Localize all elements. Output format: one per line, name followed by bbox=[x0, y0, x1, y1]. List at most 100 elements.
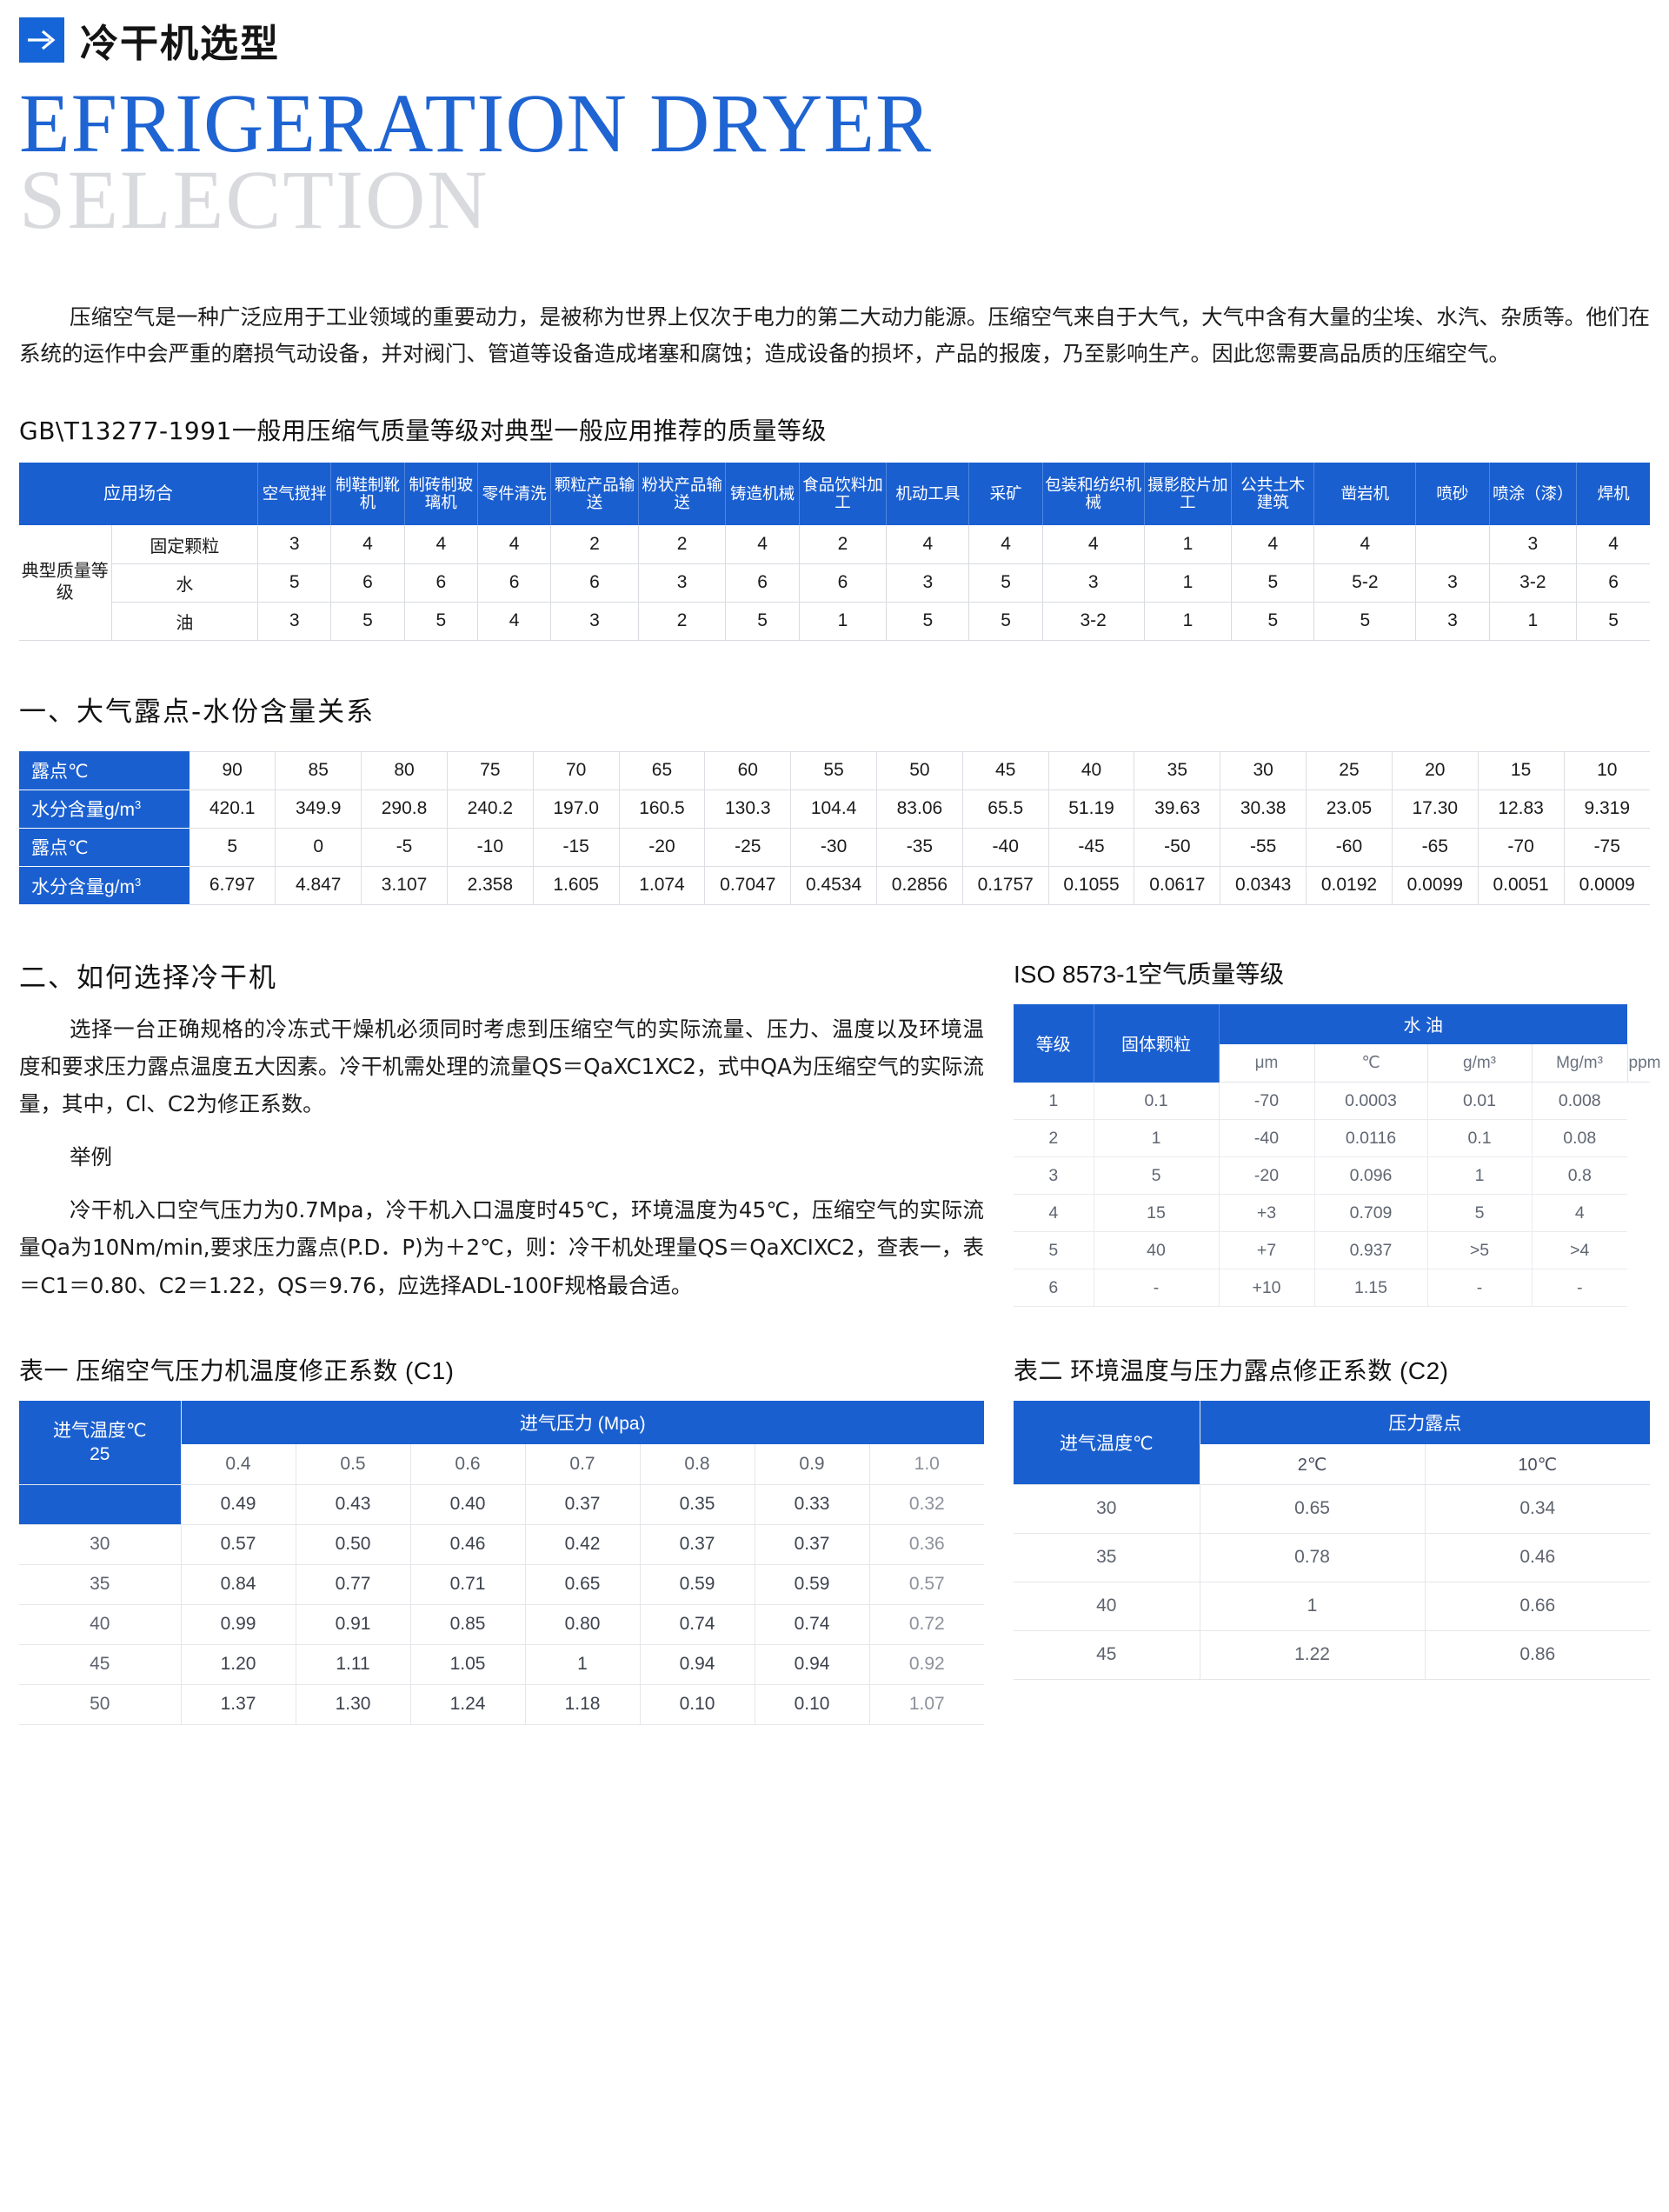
cell: 0.0099 bbox=[1392, 866, 1479, 905]
cell: 0.77 bbox=[296, 1564, 411, 1605]
col-header-solid: 固体颗粒 bbox=[1094, 1003, 1220, 1083]
c2-row-temp: 30 bbox=[1014, 1484, 1200, 1534]
c2-correction-table: 进气温度℃ 压力露点 2℃ 10℃ 30 0.65 0.34 35 0.78 bbox=[1014, 1401, 1650, 1680]
cell: 0.8 bbox=[640, 1444, 755, 1485]
cell: 0.0617 bbox=[1134, 866, 1221, 905]
cell: 1.20 bbox=[181, 1644, 296, 1685]
cell: 6 bbox=[725, 563, 800, 603]
cell: 0.78 bbox=[1200, 1533, 1426, 1582]
cell: +10 bbox=[1219, 1269, 1315, 1308]
cell: 0.65 bbox=[525, 1564, 641, 1605]
cell: 6 bbox=[1014, 1269, 1094, 1308]
cell: 0.1 bbox=[1094, 1082, 1220, 1121]
col-header-4: 颗粒产品输送 bbox=[550, 463, 639, 526]
cell: 3-2 bbox=[1489, 563, 1578, 603]
table-subheader-row: 2℃ 10℃ bbox=[1014, 1444, 1650, 1485]
cell: 5 bbox=[1014, 1231, 1094, 1270]
table-row: 40 1 0.66 bbox=[1014, 1582, 1650, 1631]
row-header-water: 水分含量g/m3 bbox=[19, 790, 190, 829]
cell: 0.8 bbox=[1532, 1156, 1627, 1196]
cell: - bbox=[1094, 1269, 1220, 1308]
c1-row-temp: 45 bbox=[19, 1644, 182, 1685]
cell: 9.319 bbox=[1564, 790, 1650, 829]
cell: 5 bbox=[1427, 1194, 1533, 1233]
cell: 0.01 bbox=[1427, 1082, 1533, 1121]
cell: 15 bbox=[1478, 750, 1565, 790]
col-header-grade: 等级 bbox=[1014, 1003, 1094, 1083]
cell: -10 bbox=[447, 828, 534, 867]
cell: 0.5 bbox=[296, 1444, 411, 1485]
table-row: 1 0.1 -70 0.0003 0.01 0.008 bbox=[1014, 1082, 1650, 1121]
cell: 0.37 bbox=[525, 1484, 641, 1525]
row-label: 水 bbox=[111, 563, 259, 603]
cell: 39.63 bbox=[1134, 790, 1221, 829]
table-row: 典型质量等级 固定颗粒 3 4 4 4 2 2 4 2 4 4 4 1 4 4 … bbox=[19, 525, 1650, 641]
c2-group-header: 压力露点 bbox=[1200, 1401, 1650, 1445]
cell: 4 bbox=[886, 525, 970, 564]
col-header-7: 食品饮料加工 bbox=[799, 463, 888, 526]
table-row: 6 - +10 1.15 - - bbox=[1014, 1269, 1650, 1308]
cell: 0.71 bbox=[410, 1564, 526, 1605]
cell: 5 bbox=[257, 563, 332, 603]
cell: 197.0 bbox=[533, 790, 620, 829]
cell: 65.5 bbox=[962, 790, 1049, 829]
cell: 0.74 bbox=[640, 1604, 755, 1645]
cell: 35 bbox=[1134, 750, 1221, 790]
cell: 40 bbox=[1094, 1231, 1220, 1270]
cell: 5 bbox=[330, 602, 405, 641]
cell: -45 bbox=[1048, 828, 1135, 867]
col-header-6: 铸造机械 bbox=[725, 463, 800, 526]
cell: 0.1 bbox=[1427, 1119, 1533, 1158]
middle-two-column: 二、如何选择冷干机 选择一台正确规格的冷冻式干燥机必须同时考虑到压缩空气的实际流… bbox=[19, 956, 1660, 1308]
cell: 1 bbox=[1094, 1119, 1220, 1158]
cell: 1.11 bbox=[296, 1644, 411, 1685]
cell: 2.358 bbox=[447, 866, 534, 905]
table-header-row: 等级 固体颗粒 水 油 bbox=[1014, 1003, 1650, 1083]
cell: 0.65 bbox=[1200, 1484, 1426, 1534]
cell: 0.49 bbox=[181, 1484, 296, 1525]
cell: 65 bbox=[619, 750, 706, 790]
cell: 0.43 bbox=[296, 1484, 411, 1525]
cell: 0.096 bbox=[1314, 1156, 1428, 1196]
table-row: 油 3 5 5 4 3 2 5 1 5 5 3-2 1 5 5 3 1 5 bbox=[19, 602, 1650, 641]
table-row: 水分含量g/m3 6.797 4.847 3.107 2.358 1.605 1… bbox=[19, 866, 1650, 905]
cell: 0.7047 bbox=[704, 866, 792, 905]
cell: 160.5 bbox=[619, 790, 706, 829]
row-header-dewpoint: 露点℃ bbox=[19, 751, 190, 790]
table-row: 30 0.65 0.34 bbox=[1014, 1484, 1650, 1534]
cell: 4 bbox=[1231, 525, 1315, 564]
cell: 0.57 bbox=[181, 1524, 296, 1565]
howto-paragraph-1: 选择一台正确规格的冷冻式干燥机必须同时考虑到压缩空气的实际流量、压力、温度以及环… bbox=[19, 1016, 984, 1117]
table-row: 40 0.99 0.91 0.85 0.80 0.74 0.74 0.72 bbox=[19, 1604, 984, 1645]
cell: -25 bbox=[704, 828, 792, 867]
cell: 5 bbox=[404, 602, 478, 641]
cell: 0.0192 bbox=[1306, 866, 1393, 905]
cell: 5 bbox=[1576, 602, 1650, 641]
cell: 0.37 bbox=[755, 1524, 870, 1565]
cell: 1.22 bbox=[1200, 1630, 1426, 1680]
cell: >5 bbox=[1427, 1231, 1533, 1270]
cell: 3 bbox=[638, 563, 727, 603]
arrow-right-icon bbox=[19, 17, 64, 63]
cell: 2 bbox=[638, 525, 727, 564]
cell: 1.0 bbox=[869, 1444, 984, 1485]
c2-column: 表二 环境温度与压力露点修正系数 (C2) 进气温度℃ 压力露点 2℃ 10℃ bbox=[1014, 1352, 1650, 1725]
cell: 50 bbox=[876, 750, 963, 790]
cell: 0.35 bbox=[640, 1484, 755, 1525]
row-header-water: 水分含量g/m3 bbox=[19, 866, 190, 905]
cell: 0.1757 bbox=[962, 866, 1049, 905]
cell: 85 bbox=[275, 750, 362, 790]
col-header-12: 公共土木建筑 bbox=[1231, 463, 1315, 526]
cell: 6 bbox=[1576, 563, 1650, 603]
cell: 0.0051 bbox=[1478, 866, 1565, 905]
cell: 5 bbox=[1231, 563, 1315, 603]
howto-example-label: 举例 bbox=[70, 1144, 112, 1170]
cell: 4 bbox=[330, 525, 405, 564]
c2-table-title: 表二 环境温度与压力露点修正系数 (C2) bbox=[1014, 1357, 1449, 1385]
cell: 40 bbox=[1048, 750, 1135, 790]
c2-row-temp: 45 bbox=[1014, 1630, 1200, 1680]
cell: 0.94 bbox=[640, 1644, 755, 1685]
cell: 0.34 bbox=[1425, 1484, 1650, 1534]
cell: -70 bbox=[1478, 828, 1565, 867]
